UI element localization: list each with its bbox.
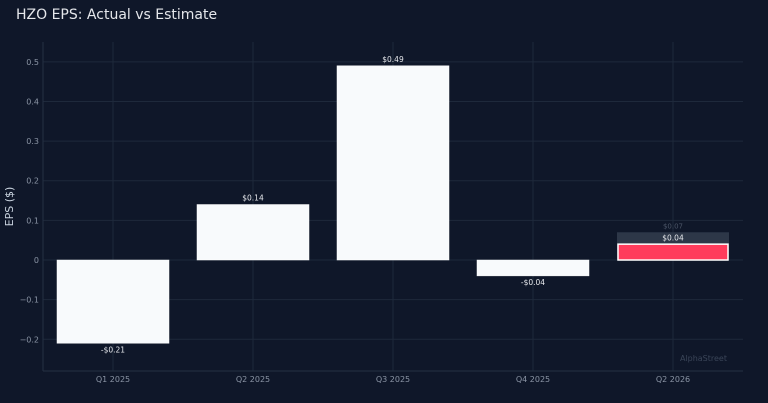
y-tick-label: 0 xyxy=(34,256,39,265)
watermark: AlphaStreet xyxy=(680,354,727,363)
chart-title: HZO EPS: Actual vs Estimate xyxy=(16,7,218,23)
actual-bar xyxy=(617,243,729,261)
x-tick-label: Q1 2025 xyxy=(96,375,130,384)
actual-label: $0.14 xyxy=(242,194,264,203)
actual-bar xyxy=(56,259,170,344)
x-tick-label: Q2 2026 xyxy=(656,375,690,384)
y-tick-label: 0.2 xyxy=(26,177,39,186)
actual-bar xyxy=(196,204,310,261)
y-tick-label: 0.3 xyxy=(26,137,39,146)
x-tick-label: Q3 2025 xyxy=(376,375,410,384)
y-tick-label: −0.2 xyxy=(20,335,39,344)
actual-bar xyxy=(476,259,590,277)
y-tick-label: −0.1 xyxy=(20,296,39,305)
actual-label: -$0.04 xyxy=(521,278,545,287)
actual-bar xyxy=(336,65,450,261)
y-axis-label: EPS ($) xyxy=(3,187,16,227)
y-tick-label: 0.4 xyxy=(26,97,39,106)
y-tick-label: 0.1 xyxy=(26,216,39,225)
actual-label: $0.49 xyxy=(382,55,404,64)
actual-label: -$0.21 xyxy=(101,345,125,354)
y-tick-label: 0.5 xyxy=(26,58,39,67)
estimate-label: $0.07 xyxy=(663,222,683,230)
x-tick-label: Q4 2025 xyxy=(516,375,550,384)
actual-label: $0.04 xyxy=(662,233,684,242)
x-tick-label: Q2 2025 xyxy=(236,375,270,384)
